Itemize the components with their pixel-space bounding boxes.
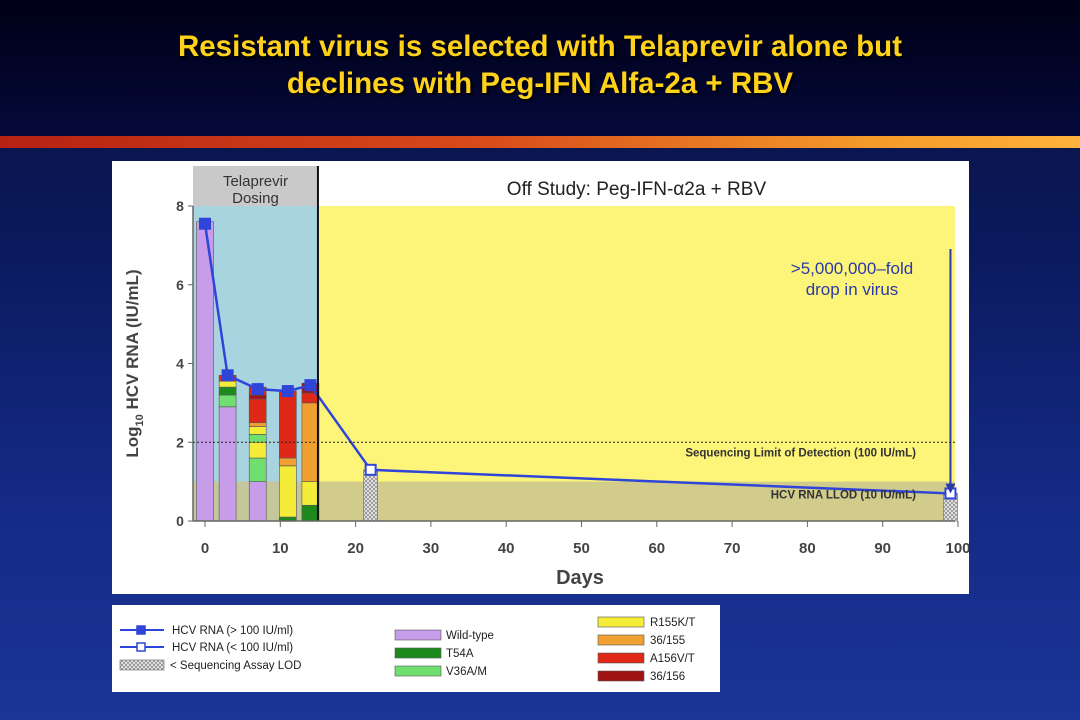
chart-legend: HCV RNA (> 100 IU/ml) HCV RNA (< 100 IU/m… (119, 616, 695, 683)
region-header-band (193, 166, 955, 206)
x-tick-label: 90 (874, 540, 891, 557)
bar-segment-36-156 (248, 394, 267, 400)
off-study-region (317, 206, 955, 521)
sequencing-lod-label: Sequencing Limit of Detection (100 IU/mL… (685, 447, 916, 459)
filled-marker-day-11 (281, 385, 294, 398)
bar-segment-wild-type (248, 481, 267, 522)
legend-variant-t54a: T54A (394, 647, 474, 660)
x-tick-label: 40 (498, 540, 515, 557)
hcv-rna-chart: Sequencing Limit of Detection (100 IU/mL… (123, 166, 971, 589)
dosing-label-line1: Telaprevir (223, 173, 288, 190)
bar-segment-r155k-t (248, 426, 267, 435)
bar-segment-a156v-t (279, 390, 297, 459)
legend-swatch (597, 634, 645, 646)
legend-label: 36/156 (650, 671, 685, 683)
off-study-label: Off Study: Peg-IFN-α2a + RBV (507, 179, 767, 200)
fold-drop-label-line2: drop in virus (806, 280, 899, 299)
filled-marker-day-0 (199, 217, 211, 230)
y-axis-label-rest: HCV RNA (IU/mL) (123, 269, 142, 414)
x-tick-label: 0 (201, 540, 209, 557)
dosing-label-line2: Dosing (232, 190, 279, 207)
legend-variant-wild-type: Wild-type (394, 629, 494, 642)
legend-item-filled: HCV RNA (> 100 IU/ml) (120, 625, 293, 637)
legend-label: Wild-type (446, 630, 494, 642)
legend-variant-a156v-t: A156V/T (597, 652, 695, 665)
bar-segment-t54a (301, 504, 320, 522)
y-tick-label: 4 (176, 356, 184, 372)
x-axis-label: Days (556, 567, 604, 589)
x-tick-label: 50 (573, 540, 590, 557)
x-tick-label: 60 (648, 540, 665, 557)
x-tick-label: 70 (724, 540, 741, 557)
legend-variant-36-155: 36/155 (597, 634, 685, 647)
bar-segment-r155k-t (301, 481, 320, 506)
open-marker-day-22 (364, 463, 377, 476)
bar-segment-a156v-t (248, 398, 267, 423)
legend-swatch (597, 652, 645, 664)
filled-marker-day-3 (221, 369, 234, 382)
legend-variant-36-156: 36/156 (597, 670, 685, 683)
legend-swatch (597, 616, 645, 628)
legend-swatch (394, 629, 442, 641)
legend-label: T54A (446, 648, 474, 660)
legend-label: V36A/M (446, 666, 487, 678)
title-bar (0, 0, 1080, 136)
x-tick-label: 10 (272, 540, 289, 557)
legend-label: HCV RNA (> 100 IU/ml) (172, 625, 293, 637)
legend-label: < Sequencing Assay LOD (170, 660, 301, 672)
x-tick-label: 80 (799, 540, 816, 557)
slide-title: Resistant virus is selected with Telapre… (177, 30, 903, 100)
bar-segment-v36a-m (218, 394, 237, 408)
legend-item-hatched: < Sequencing Assay LOD (119, 659, 301, 672)
y-axis-label-prefix: Log (123, 426, 142, 457)
y-axis-label-subscript: 10 (134, 414, 146, 426)
bar-segment-v36a-m (248, 457, 267, 482)
variant-bar-day-14 (301, 382, 320, 522)
variant-bar-day-7 (248, 386, 267, 522)
legend-label: R155K/T (650, 617, 695, 629)
llod-label: HCV RNA LLOD (10 IU/mL) (771, 490, 916, 502)
y-tick-label: 8 (176, 198, 184, 214)
x-tick-label: 100 (945, 540, 969, 557)
y-tick-label: 6 (176, 277, 184, 293)
legend-label: HCV RNA (< 100 IU/ml) (172, 642, 293, 654)
legend-label: 36/155 (650, 635, 685, 647)
legend-variant-v36a-m: V36A/M (394, 665, 487, 678)
y-tick-label: 2 (176, 434, 184, 450)
bar-segment-r155k-t (248, 441, 267, 459)
legend-swatch-hatched (119, 659, 165, 671)
variant-bar-day-11 (279, 390, 297, 522)
variant-bar-day-3 (218, 375, 237, 522)
filled-marker-day-7 (251, 383, 264, 396)
legend-panel: HCV RNA (> 100 IU/ml) HCV RNA (< 100 IU/m… (112, 605, 720, 692)
lod-bar-day-22 (363, 469, 378, 522)
fold-drop-label-line1: >5,000,000–fold (791, 259, 913, 278)
x-tick-label: 20 (347, 540, 364, 557)
y-axis-label: Log10 HCV RNA (IU/mL) (123, 269, 146, 457)
bar-segment-36-155 (279, 457, 297, 467)
bar-segment-36-155 (248, 422, 267, 427)
legend-variant-r155k-t: R155K/T (597, 616, 695, 629)
bar-segment-v36a-m (248, 434, 267, 443)
dosing-header (193, 166, 318, 206)
x-tick-label: 30 (423, 540, 440, 557)
bar-segment-wild-type (218, 406, 237, 522)
fold-drop-arrow-head (945, 483, 956, 494)
legend-label: A156V/T (650, 653, 695, 665)
legend-item-open: HCV RNA (< 100 IU/ml) (120, 642, 293, 654)
filled-marker-day-14 (304, 379, 317, 392)
bar-segment-r155k-t (279, 465, 297, 518)
legend-swatch-marker (136, 625, 146, 635)
bar-segment-r155k-t (218, 380, 237, 388)
bar-segment-t54a (218, 386, 237, 396)
chart-panel: Sequencing Limit of Detection (100 IU/mL… (112, 161, 971, 594)
title-divider (0, 136, 1080, 148)
legend-swatch (394, 647, 442, 659)
legend-swatch (394, 665, 442, 677)
y-tick-label: 0 (176, 513, 184, 529)
legend-swatch (597, 670, 645, 682)
legend-swatch-marker (136, 642, 146, 652)
